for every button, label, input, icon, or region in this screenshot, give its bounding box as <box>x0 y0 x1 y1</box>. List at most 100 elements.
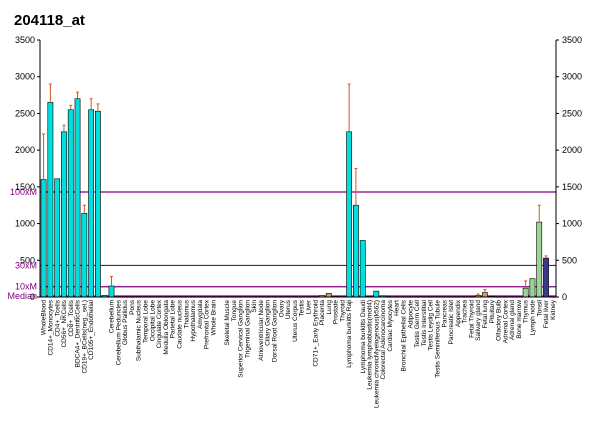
category-label: Cardiac Myocytes <box>387 299 394 351</box>
category-label: Testis Germ Cell <box>414 299 421 347</box>
bar <box>482 292 488 298</box>
bar <box>108 285 115 298</box>
left-tick-label: 3000 <box>15 72 35 82</box>
bar <box>353 204 359 298</box>
right-tick-label: 2000 <box>562 145 582 155</box>
category-label: CD19+_BCells(neg._sel.) <box>81 300 88 374</box>
category-label: Fetal lung <box>482 300 489 329</box>
category-labels: WholeBlood CD14+_Monocytes CD4+_Tcells CD56… <box>41 299 557 408</box>
right-tick-label: 0 <box>562 292 567 302</box>
left-tick-label: 1500 <box>15 182 35 192</box>
category-label: Uterus <box>285 299 292 319</box>
category-label: Hypothalamus <box>190 299 197 341</box>
right-tick-label: 2500 <box>562 108 582 118</box>
category-label: Dorsal Root Ganglion <box>272 300 279 363</box>
category-label: Occipital Lobe <box>149 300 156 342</box>
left-tick-label: 2500 <box>15 108 35 118</box>
left-tick-label: 500 <box>20 255 35 265</box>
category-label: Leukemia chronicMyelogenous(k562) <box>373 300 380 408</box>
category-label: Testis <box>299 299 306 316</box>
category-label: Trachea <box>462 300 469 324</box>
threshold-label: 10xM <box>15 282 37 292</box>
axes <box>37 39 559 298</box>
category-label: Globus Pallidus <box>122 299 129 345</box>
bar <box>346 131 353 298</box>
bars <box>40 98 556 298</box>
category-label: Ciliary Ganglion <box>265 300 272 346</box>
right-tick-label: 1500 <box>562 182 582 192</box>
category-label: Thyroid <box>339 300 346 322</box>
category-label: Subthalamic Nucleus <box>136 299 143 361</box>
category-label: Adrenal Cortex <box>502 299 509 343</box>
category-label: Pancreas <box>441 299 448 327</box>
bar <box>74 98 81 298</box>
bar <box>536 221 543 298</box>
bar <box>88 109 95 298</box>
category-label: Pancreatic Islet <box>448 300 455 345</box>
category-label: Ovary <box>278 299 285 317</box>
category-label: Prefrontal Cortex <box>204 299 211 349</box>
category-label: Bronchial Epithelial Cells <box>401 299 408 371</box>
bar <box>47 102 54 298</box>
category-label: Thalamus <box>183 299 190 328</box>
category-label: Adipocyte <box>407 300 414 329</box>
left-tick-label: 1000 <box>15 219 35 229</box>
bar <box>543 257 549 298</box>
category-label: Pons <box>129 299 136 315</box>
category-label: Thymus <box>523 299 530 323</box>
category-label: Fetal Thyroid <box>468 300 475 338</box>
left-tick-label: 0 <box>30 292 35 302</box>
category-label: Caudate nucleus <box>176 299 183 349</box>
bar <box>54 178 61 298</box>
category-label: Temporal Lobe <box>143 300 150 343</box>
category-label: Skeletal Muscle <box>224 300 231 346</box>
category-label: Cerebellum <box>109 300 116 333</box>
bar <box>81 212 88 298</box>
category-label: Amygdala <box>197 300 204 329</box>
category-label: Salivary gland <box>475 300 482 341</box>
bar <box>67 109 74 298</box>
chart-title: 204118_at <box>14 12 85 29</box>
category-label: Prostate <box>333 300 340 325</box>
category-label: CD8+_Tcells <box>68 299 75 336</box>
category-label: Lymphoma burkitts Raji <box>346 300 353 368</box>
category-label: Uterus Corpus <box>292 299 299 342</box>
category-label: Liver <box>305 299 312 314</box>
error-bars <box>42 83 548 296</box>
category-label: Trigeminal Ganglion <box>244 300 251 358</box>
threshold-label: Median <box>7 291 37 301</box>
category-label: Pituitary <box>489 299 496 323</box>
threshold-label: 30xM <box>15 260 37 270</box>
bar <box>529 278 536 298</box>
category-label: Cingulate Cortex <box>156 299 163 348</box>
category-label: Appendix <box>455 299 462 327</box>
category-label: Tongue <box>231 300 238 322</box>
category-label: Whole Brain <box>210 300 217 336</box>
category-label: Lymphoma burkitts Daudi <box>360 300 367 373</box>
category-label: Parietal Lobe <box>170 300 177 339</box>
bar <box>40 179 47 298</box>
category-label: BDCA4+_DentriticCells <box>75 299 82 367</box>
category-label: Lymph node <box>530 300 537 336</box>
category-label: Placenta <box>319 300 326 326</box>
left-tick-label: 2000 <box>15 145 35 155</box>
category-label: Kidney <box>550 299 557 320</box>
category-label: CD4+_Tcells <box>54 299 61 336</box>
category-label: Atrioventricular Node <box>258 300 265 361</box>
category-label: Heart <box>394 300 401 316</box>
category-label: Cerebellum Peduncles <box>115 299 122 365</box>
category-label: Olfactory Bulb <box>496 300 503 341</box>
category-label: CD14+_Monocytes <box>47 299 54 355</box>
bar <box>522 287 529 298</box>
category-label: CD71+_Early Erythroid <box>312 300 319 367</box>
bar <box>359 240 366 298</box>
category-label: CD105+_Endothelial <box>88 299 95 359</box>
right-tick-label: 500 <box>562 255 577 265</box>
category-label: Adrenal gland <box>509 300 516 340</box>
right-tick-label: 3500 <box>562 35 582 45</box>
category-label: Medulla Oblongata <box>163 300 170 355</box>
left-tick-label: 3500 <box>15 35 35 45</box>
category-label: Superior Cervical Ganglion <box>238 300 245 378</box>
category-label: Leukemia lymphoblastic(molt4) <box>367 300 374 390</box>
